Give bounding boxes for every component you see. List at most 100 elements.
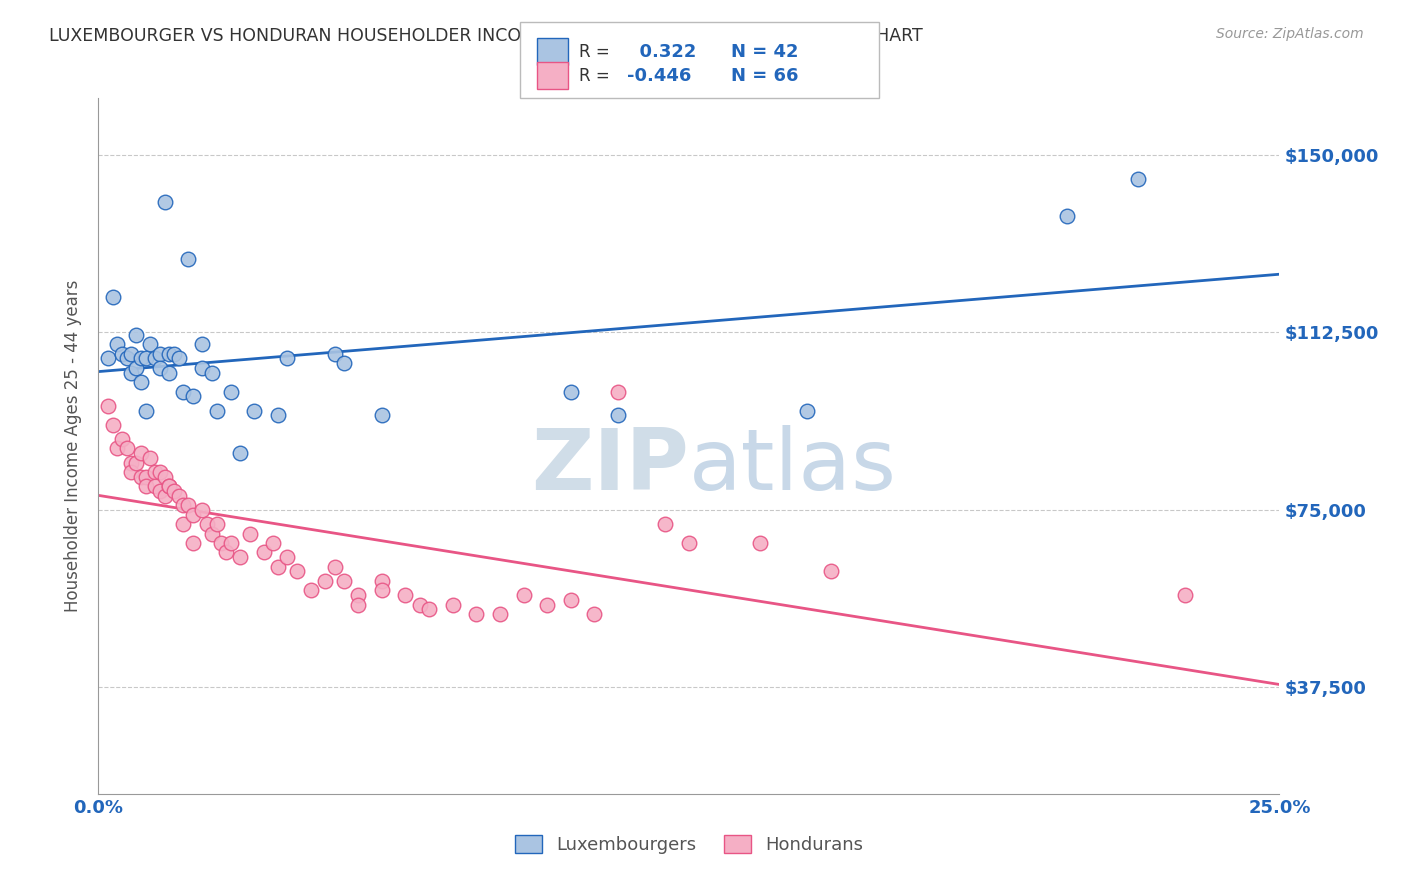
Point	[125, 456, 148, 470]
Point	[167, 351, 190, 366]
Point	[748, 536, 770, 550]
Text: -0.446: -0.446	[627, 67, 692, 85]
Point	[314, 574, 336, 588]
Point	[111, 347, 134, 361]
Point	[201, 526, 224, 541]
Point	[149, 483, 172, 498]
Point	[371, 583, 394, 598]
Point	[333, 574, 356, 588]
Point	[347, 598, 370, 612]
Point	[139, 450, 162, 465]
Point	[153, 195, 176, 210]
Text: R =: R =	[579, 67, 610, 85]
Point	[201, 366, 224, 380]
Point	[97, 351, 120, 366]
Point	[135, 469, 157, 483]
Point	[149, 360, 172, 375]
Point	[607, 384, 630, 399]
Point	[607, 409, 630, 423]
Point	[219, 536, 242, 550]
Point	[267, 559, 290, 574]
Text: ZIP: ZIP	[531, 425, 689, 508]
Point	[276, 351, 298, 366]
Point	[276, 550, 298, 565]
Point	[177, 498, 200, 512]
Point	[191, 360, 214, 375]
Point	[177, 252, 200, 266]
Point	[135, 351, 157, 366]
Point	[105, 442, 128, 456]
Text: R =: R =	[579, 43, 610, 61]
Point	[560, 384, 582, 399]
Point	[125, 327, 148, 342]
Point	[229, 446, 252, 460]
Point	[181, 389, 204, 403]
Point	[153, 469, 176, 483]
Point	[163, 347, 186, 361]
Point	[101, 417, 124, 432]
Point	[121, 366, 143, 380]
Point	[371, 409, 394, 423]
Point	[143, 465, 166, 479]
Point	[347, 588, 370, 602]
Point	[121, 465, 143, 479]
Point	[253, 545, 276, 559]
Point	[125, 360, 148, 375]
Point	[157, 366, 180, 380]
Point	[394, 588, 416, 602]
Point	[191, 337, 214, 351]
Point	[489, 607, 512, 621]
Point	[1174, 588, 1197, 602]
Text: 0.322: 0.322	[627, 43, 696, 61]
Point	[153, 489, 176, 503]
Point	[323, 347, 346, 361]
Point	[172, 517, 194, 532]
Point	[796, 403, 818, 417]
Point	[121, 456, 143, 470]
Point	[209, 536, 232, 550]
Point	[129, 375, 152, 389]
Point	[181, 508, 204, 522]
Text: N = 42: N = 42	[731, 43, 799, 61]
Point	[285, 565, 308, 579]
Point	[135, 479, 157, 493]
Point	[181, 536, 204, 550]
Y-axis label: Householder Income Ages 25 - 44 years: Householder Income Ages 25 - 44 years	[65, 280, 83, 612]
Text: N = 66: N = 66	[731, 67, 799, 85]
Point	[157, 479, 180, 493]
Point	[105, 337, 128, 351]
Point	[205, 403, 228, 417]
Point	[1126, 171, 1149, 186]
Point	[441, 598, 464, 612]
Point	[512, 588, 534, 602]
Point	[139, 337, 162, 351]
Point	[219, 384, 242, 399]
Point	[1056, 210, 1078, 224]
Point	[129, 469, 152, 483]
Point	[418, 602, 440, 616]
Point	[536, 598, 558, 612]
Point	[267, 409, 290, 423]
Point	[408, 598, 430, 612]
Text: LUXEMBOURGER VS HONDURAN HOUSEHOLDER INCOME AGES 25 - 44 YEARS CORRELATION CHART: LUXEMBOURGER VS HONDURAN HOUSEHOLDER INC…	[49, 27, 922, 45]
Point	[143, 351, 166, 366]
Point	[167, 489, 190, 503]
Point	[149, 347, 172, 361]
Legend: Luxembourgers, Hondurans: Luxembourgers, Hondurans	[508, 828, 870, 862]
Text: atlas: atlas	[689, 425, 897, 508]
Point	[97, 399, 120, 413]
Point	[678, 536, 700, 550]
Point	[323, 559, 346, 574]
Point	[172, 384, 194, 399]
Point	[820, 565, 842, 579]
Point	[157, 479, 180, 493]
Point	[215, 545, 238, 559]
Point	[583, 607, 606, 621]
Point	[371, 574, 394, 588]
Point	[163, 483, 186, 498]
Point	[115, 351, 138, 366]
Point	[135, 403, 157, 417]
Point	[191, 503, 214, 517]
Point	[149, 465, 172, 479]
Point	[195, 517, 218, 532]
